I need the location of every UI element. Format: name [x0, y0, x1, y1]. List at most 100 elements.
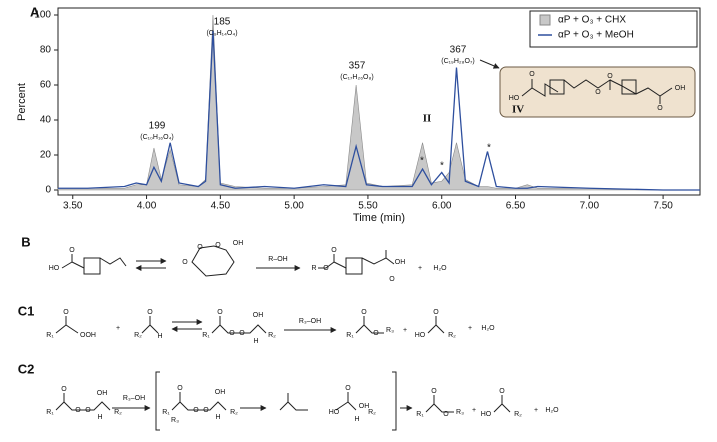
scheme-text: R₃–OH [299, 318, 321, 325]
annotation: * [487, 143, 491, 154]
atom-label: O [657, 105, 663, 112]
annotation: 199 [149, 121, 166, 132]
scheme-text: O [433, 309, 439, 316]
scheme-text: R₂ [114, 409, 122, 416]
scheme-text: O [345, 385, 351, 392]
scheme-text: OH [215, 389, 226, 396]
scheme-text: O [323, 265, 329, 272]
scheme-text: + [534, 407, 538, 414]
scheme-text: R–OH [268, 256, 287, 263]
scheme-text: OH [97, 390, 108, 397]
scheme-text: + [418, 265, 422, 272]
structure-box [499, 66, 696, 118]
scheme-bonds [55, 245, 511, 431]
annotation: (C₁₇H₂₆O₈) [340, 74, 373, 81]
scheme-text: R₃ [171, 417, 179, 424]
y-tick-label: 20 [40, 150, 52, 161]
scheme-text: R₁ [202, 332, 210, 339]
scheme-text: R₃–OH [123, 395, 145, 402]
scheme-text: R₂ [230, 409, 238, 416]
atom-label: O [595, 89, 601, 96]
scheme-text: H₂O [545, 407, 559, 414]
scheme-text: R₂ [514, 411, 522, 418]
scheme-text: R [311, 265, 316, 272]
scheme-text: HO [49, 265, 60, 272]
scheme-text: O [443, 411, 449, 418]
y-tick-label: 60 [40, 80, 52, 91]
scheme-text: R₂ [134, 332, 142, 339]
scheme-text: OH [395, 259, 406, 266]
atom-label: HO [509, 95, 520, 102]
scheme-text: HO [481, 411, 492, 418]
scheme-text: R₃ [456, 409, 464, 416]
scheme-text: O [239, 330, 245, 337]
panel-label: A [30, 4, 40, 19]
x-tick-label: 7.50 [653, 201, 673, 212]
x-tick-label: 6.50 [506, 201, 526, 212]
scheme-text: O [61, 386, 67, 393]
scheme-text: O [431, 388, 437, 395]
annotation: * [440, 161, 444, 172]
x-tick-label: 3.50 [63, 201, 83, 212]
scheme-text: O [389, 276, 395, 283]
arrow [479, 59, 500, 69]
annotation: 357 [349, 61, 366, 72]
scheme-text: O [182, 259, 188, 266]
panel-label: B [21, 234, 30, 249]
annotation: 185 [214, 17, 231, 28]
scheme-text: + [116, 325, 120, 332]
scheme-text: OH [233, 240, 244, 247]
scheme-text: R₁ [46, 332, 54, 339]
scheme-text: O [203, 407, 209, 414]
scheme-text: OOH [80, 332, 96, 339]
legend-label: αP + O₃ + MeOH [558, 30, 634, 41]
annotation: II [423, 113, 432, 125]
x-tick-label: 5.50 [358, 201, 378, 212]
scheme-text: R₂ [368, 409, 376, 416]
line [58, 30, 700, 191]
scheme-text: H₂O [433, 265, 447, 272]
scheme-text: O [229, 330, 235, 337]
scheme-text: R₁ [346, 332, 354, 339]
y-tick-label: 100 [34, 10, 51, 21]
annotation: (C₁₀H₁₆O₄) [140, 134, 174, 141]
scheme-text: R₂ [268, 332, 276, 339]
x-tick-label: 5.00 [284, 201, 304, 212]
x-axis-label: Time (min) [353, 212, 405, 224]
scheme-text: O [75, 407, 81, 414]
scheme-text: H [215, 414, 220, 421]
y-tick-label: 0 [45, 185, 51, 196]
scheme-text: O [197, 244, 203, 251]
scheme-text: O [147, 309, 153, 316]
scheme-text: O [63, 309, 69, 316]
annotation: (C₉H₁₄O₄) [206, 30, 237, 37]
structure-label: IV [512, 104, 524, 116]
scheme-text: HO [329, 409, 340, 416]
scheme-text: R₁ [162, 409, 170, 416]
y-tick-label: 80 [40, 45, 52, 56]
panel-label: C1 [18, 303, 35, 318]
scheme-text: OH [253, 312, 264, 319]
atom-label: O [607, 73, 613, 80]
scheme-text: H [253, 338, 258, 345]
x-tick-label: 6.00 [432, 201, 452, 212]
scheme-text: R₂ [448, 332, 456, 339]
scheme-text: HO [415, 332, 426, 339]
scheme-text: O [361, 309, 367, 316]
scheme-text: O [215, 242, 221, 249]
annotation: 367 [450, 45, 467, 56]
scheme-text: + [403, 327, 407, 334]
scheme-text: R₁ [416, 411, 424, 418]
structure-iv-bonds [521, 79, 673, 104]
scheme-text: O [331, 247, 337, 254]
scheme-text: + [472, 407, 476, 414]
scheme-text: R₃ [386, 327, 394, 334]
scheme-text: O [85, 407, 91, 414]
scheme-text: + [468, 325, 472, 332]
x-tick-label: 4.00 [137, 201, 157, 212]
y-tick-label: 40 [40, 115, 52, 126]
y-axis-label: Percent [16, 83, 28, 121]
scheme-text: H [354, 416, 359, 423]
scheme-text: O [499, 388, 505, 395]
